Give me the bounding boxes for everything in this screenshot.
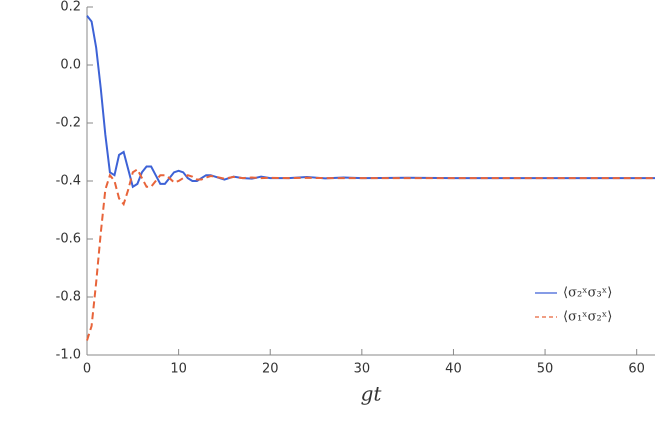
y-tick-label: -0.2 bbox=[56, 116, 81, 131]
y-tick-label: 0.0 bbox=[60, 58, 81, 73]
line-series bbox=[86, 15, 655, 189]
x-tick-label: 0 bbox=[83, 362, 91, 377]
y-tick-label: 0.2 bbox=[60, 0, 81, 15]
x-tick-label: 40 bbox=[445, 362, 462, 377]
x-tick-label: 20 bbox=[262, 362, 279, 377]
x-axis-label: gt bbox=[361, 382, 383, 406]
y-tick-label: -1.0 bbox=[56, 348, 81, 363]
x-tick-label: 60 bbox=[628, 362, 645, 377]
x-tick-label: 30 bbox=[354, 362, 371, 377]
y-tick-label: -0.4 bbox=[56, 174, 81, 189]
y-tick-label: -0.6 bbox=[56, 232, 81, 247]
x-tick-label: 50 bbox=[537, 362, 554, 377]
x-tick-label: 10 bbox=[170, 362, 187, 377]
legend-label: ⟨σ₂ˣσ₃ˣ⟩ bbox=[563, 286, 612, 301]
y-tick-label: -0.8 bbox=[56, 290, 81, 305]
legend-label: ⟨σ₁ˣσ₂ˣ⟩ bbox=[563, 310, 612, 325]
